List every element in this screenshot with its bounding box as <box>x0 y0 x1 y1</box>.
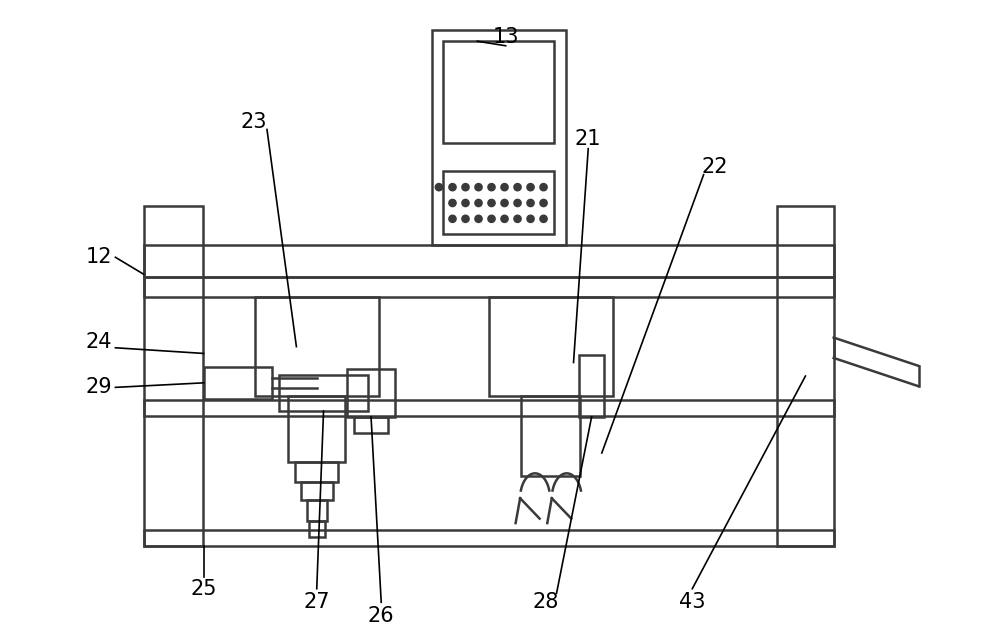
Circle shape <box>488 183 495 191</box>
Bar <box>432 30 566 245</box>
Circle shape <box>449 199 456 206</box>
Text: 29: 29 <box>85 378 112 397</box>
Bar <box>777 206 834 546</box>
Circle shape <box>449 183 456 191</box>
Bar <box>301 482 333 500</box>
Bar <box>521 396 580 475</box>
Bar <box>144 400 834 415</box>
Circle shape <box>540 215 547 222</box>
Circle shape <box>449 215 456 222</box>
Circle shape <box>501 183 508 191</box>
Circle shape <box>501 215 508 222</box>
Circle shape <box>488 199 495 206</box>
Circle shape <box>501 199 508 206</box>
Circle shape <box>462 183 469 191</box>
Bar <box>579 355 604 417</box>
Bar <box>144 530 834 546</box>
Circle shape <box>475 183 482 191</box>
Bar <box>144 245 834 277</box>
Bar <box>279 375 368 411</box>
Bar <box>309 521 325 537</box>
Circle shape <box>462 215 469 222</box>
Text: 24: 24 <box>85 332 112 352</box>
Bar <box>489 297 613 396</box>
Text: 28: 28 <box>532 592 558 612</box>
Circle shape <box>540 183 547 191</box>
Circle shape <box>475 215 482 222</box>
Circle shape <box>540 199 547 206</box>
Text: 27: 27 <box>304 592 330 612</box>
Bar <box>354 417 388 433</box>
Circle shape <box>435 183 443 191</box>
Bar <box>204 367 272 399</box>
Bar <box>288 396 345 462</box>
Circle shape <box>514 183 521 191</box>
Text: 43: 43 <box>679 592 706 612</box>
Bar <box>443 171 554 233</box>
Bar <box>295 462 338 482</box>
Text: 25: 25 <box>190 579 217 599</box>
Text: 22: 22 <box>702 157 728 177</box>
Circle shape <box>527 215 534 222</box>
Text: 12: 12 <box>85 247 112 267</box>
Text: 13: 13 <box>492 27 519 47</box>
Circle shape <box>475 199 482 206</box>
Bar <box>347 369 395 417</box>
Circle shape <box>488 215 495 222</box>
Circle shape <box>514 199 521 206</box>
Text: 23: 23 <box>240 112 267 132</box>
Bar <box>307 500 327 521</box>
Bar <box>443 42 554 143</box>
Circle shape <box>514 215 521 222</box>
Bar <box>255 297 379 396</box>
Text: 21: 21 <box>575 128 601 148</box>
Circle shape <box>527 183 534 191</box>
Circle shape <box>462 199 469 206</box>
Text: 26: 26 <box>368 606 395 626</box>
Bar <box>144 206 203 546</box>
Bar <box>144 277 834 297</box>
Circle shape <box>527 199 534 206</box>
